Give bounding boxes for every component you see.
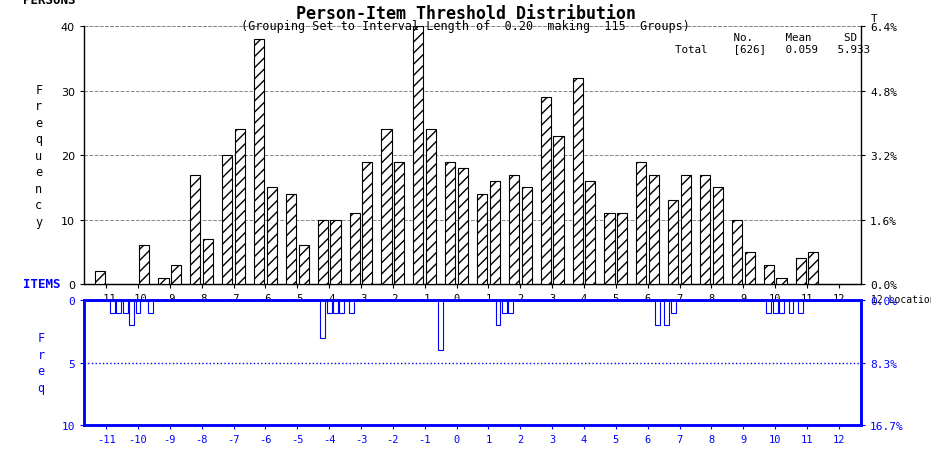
Bar [458,169,468,284]
Bar [700,175,710,284]
Bar [808,252,818,284]
Bar [349,214,359,284]
Bar [573,79,583,284]
Bar [333,300,338,313]
Bar [140,246,149,284]
Text: (Grouping Set to Interval Length of  0.20  making  115  Groups): (Grouping Set to Interval Length of 0.20… [241,20,690,33]
Bar [439,300,443,350]
Bar [235,130,245,284]
Bar [713,188,722,284]
Bar [508,300,513,313]
Bar [254,40,264,284]
Text: F
r
e
q: F r e q [37,332,45,394]
Bar [490,182,500,284]
Bar [665,300,669,325]
Bar [382,130,392,284]
Bar [779,300,784,313]
Bar [320,300,325,338]
Bar [604,214,614,284]
Bar [362,162,372,284]
Text: ITEMS: ITEMS [23,277,61,290]
Bar [266,188,277,284]
Bar [477,194,487,284]
Bar [171,265,182,284]
Text: 12 Location (logits): 12 Location (logits) [870,295,931,305]
Bar [129,300,134,325]
Bar [502,300,506,313]
Bar [745,252,755,284]
Bar [509,175,519,284]
Bar [798,300,803,313]
Text: Person-Item Threshold Distribution: Person-Item Threshold Distribution [295,5,636,23]
Bar [203,239,213,284]
Bar [671,300,676,313]
Text: No.     Mean     SD
Total    [626]   0.059   5.933: No. Mean SD Total [626] 0.059 5.933 [675,32,870,54]
Bar [681,175,691,284]
Bar [495,300,500,325]
Bar [116,300,121,313]
Bar [649,175,659,284]
Bar [158,278,169,284]
Bar [773,300,777,313]
Text: T: T [870,14,877,24]
Bar [148,300,153,313]
Bar [136,300,141,313]
Bar [732,220,742,284]
Bar [394,162,404,284]
Bar [426,130,436,284]
Bar [617,214,627,284]
Bar [796,258,805,284]
Bar [340,300,344,313]
Bar [299,246,309,284]
Text: PERSONS: PERSONS [23,0,75,7]
Bar [586,182,596,284]
Bar [521,188,532,284]
Bar [110,300,115,313]
Bar [123,300,128,313]
Bar [95,272,105,284]
Bar [349,300,354,313]
Bar [789,300,793,313]
Bar [553,136,563,284]
Bar [331,220,341,284]
Text: F
r
e
q
u
e
n
c
y: F r e q u e n c y [35,84,42,228]
Bar [223,156,232,284]
Bar [317,220,328,284]
Bar [763,265,774,284]
Bar [636,162,646,284]
Bar [413,27,424,284]
Bar [766,300,771,313]
Bar [286,194,296,284]
Bar [445,162,455,284]
Bar [654,300,660,325]
Bar [541,98,551,284]
Bar [776,278,787,284]
Bar [190,175,200,284]
Bar [668,201,679,284]
Bar [327,300,331,313]
